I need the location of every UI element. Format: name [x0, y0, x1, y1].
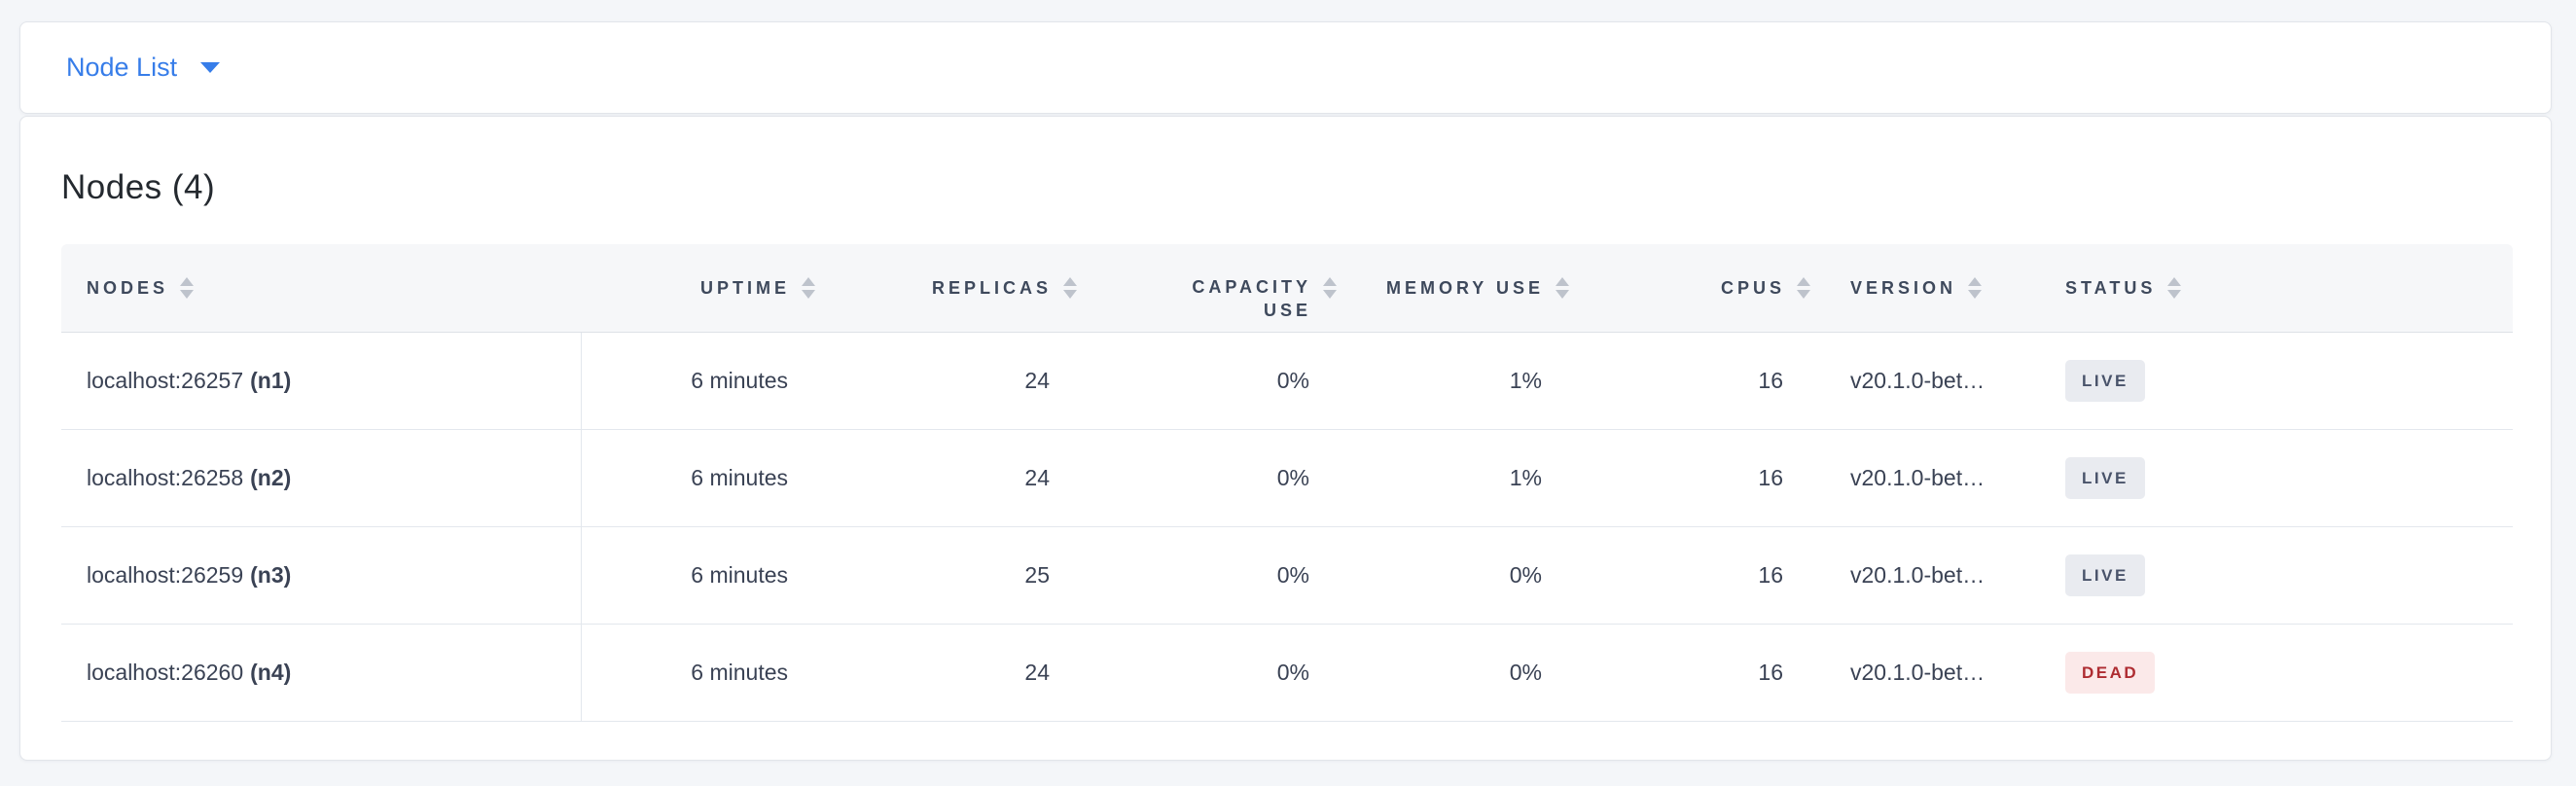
column-header-uptime-label: UPTIME [699, 277, 790, 298]
node-id: (n2) [250, 465, 292, 490]
sort-icon[interactable] [2167, 277, 2182, 299]
view-selector-bar: Node List [19, 21, 2552, 114]
node-address-link[interactable]: localhost:26259 [87, 562, 244, 588]
uptime-cell: 6 minutes [582, 333, 823, 430]
sort-icon[interactable] [1797, 277, 1810, 299]
cpus-cell: 16 [1577, 333, 1818, 430]
column-header-version[interactable]: VERSION [1818, 244, 2033, 333]
column-header-version-label: VERSION [1850, 277, 1957, 298]
memory-use-cell: 1% [1344, 430, 1577, 527]
column-header-status-label: STATUS [2065, 277, 2157, 298]
node-address-cell: localhost:26260 (n4) [61, 625, 582, 722]
column-header-nodes[interactable]: NODES [61, 244, 582, 333]
replicas-cell: 24 [823, 625, 1085, 722]
node-list-dropdown[interactable]: Node List [20, 53, 221, 82]
table-header-row: NODES UPTIME REPLICAS [61, 244, 2513, 333]
table-row[interactable]: localhost:26260 (n4) 6 minutes 24 0% 0% 1… [61, 625, 2513, 722]
sort-icon[interactable] [1968, 277, 1983, 299]
nodes-panel: Nodes (4) NODES [19, 116, 2552, 761]
column-header-uptime[interactable]: UPTIME [582, 244, 823, 333]
status-badge: LIVE [2065, 457, 2145, 499]
table-row[interactable]: localhost:26259 (n3) 6 minutes 25 0% 0% 1… [61, 527, 2513, 625]
status-badge: DEAD [2065, 652, 2156, 694]
uptime-cell: 6 minutes [582, 625, 823, 722]
replicas-cell: 25 [823, 527, 1085, 625]
sort-icon[interactable] [1323, 276, 1337, 299]
cpus-cell: 16 [1577, 625, 1818, 722]
node-address-cell: localhost:26258 (n2) [61, 430, 582, 527]
column-header-memory-use[interactable]: MEMORY USE [1344, 244, 1577, 333]
column-header-capacity-use[interactable]: CAPACITY USE [1085, 244, 1344, 333]
cpus-cell: 16 [1577, 430, 1818, 527]
table-row[interactable]: localhost:26258 (n2) 6 minutes 24 0% 1% 1… [61, 430, 2513, 527]
memory-use-cell: 1% [1344, 333, 1577, 430]
version-cell: v20.1.0-bet… [1818, 333, 2033, 430]
version-cell: v20.1.0-bet… [1818, 527, 2033, 625]
column-header-replicas-label: REPLICAS [931, 277, 1052, 298]
replicas-cell: 24 [823, 430, 1085, 527]
node-id: (n3) [250, 562, 292, 588]
node-address-link[interactable]: localhost:26257 [87, 368, 244, 393]
node-id: (n1) [250, 368, 292, 393]
column-header-capacity-line2: USE [1263, 300, 1311, 320]
capacity-use-cell: 0% [1085, 430, 1344, 527]
cpus-cell: 16 [1577, 527, 1818, 625]
column-header-memory-use-label: MEMORY USE [1385, 277, 1544, 298]
sort-icon[interactable] [802, 277, 815, 299]
table-row[interactable]: localhost:26257 (n1) 6 minutes 24 0% 1% 1… [61, 333, 2513, 430]
node-address-link[interactable]: localhost:26258 [87, 465, 244, 490]
uptime-cell: 6 minutes [582, 527, 823, 625]
column-header-status[interactable]: STATUS [2033, 244, 2513, 333]
uptime-cell: 6 minutes [582, 430, 823, 527]
status-cell: LIVE [2033, 430, 2513, 527]
capacity-use-cell: 0% [1085, 527, 1344, 625]
version-cell: v20.1.0-bet… [1818, 430, 2033, 527]
column-header-cpus[interactable]: CPUS [1577, 244, 1818, 333]
memory-use-cell: 0% [1344, 625, 1577, 722]
column-header-nodes-label: NODES [87, 277, 169, 298]
sort-icon[interactable] [1063, 277, 1077, 299]
node-id: (n4) [250, 660, 292, 685]
sort-icon[interactable] [180, 277, 195, 299]
caret-down-icon [200, 62, 221, 73]
sort-icon[interactable] [1556, 277, 1569, 299]
nodes-table: NODES UPTIME REPLICAS [61, 244, 2513, 722]
node-address-cell: localhost:26259 (n3) [61, 527, 582, 625]
version-cell: v20.1.0-bet… [1818, 625, 2033, 722]
column-header-cpus-label: CPUS [1720, 277, 1785, 298]
status-badge: LIVE [2065, 360, 2145, 402]
status-cell: DEAD [2033, 625, 2513, 722]
status-cell: LIVE [2033, 527, 2513, 625]
node-list-dropdown-label: Node List [66, 53, 178, 82]
node-address-cell: localhost:26257 (n1) [61, 333, 582, 430]
page-title: Nodes (4) [61, 168, 216, 206]
column-header-capacity-line1: CAPACITY [1192, 276, 1311, 297]
replicas-cell: 24 [823, 333, 1085, 430]
capacity-use-cell: 0% [1085, 333, 1344, 430]
capacity-use-cell: 0% [1085, 625, 1344, 722]
status-badge: LIVE [2065, 554, 2145, 596]
memory-use-cell: 0% [1344, 527, 1577, 625]
status-cell: LIVE [2033, 333, 2513, 430]
column-header-replicas[interactable]: REPLICAS [823, 244, 1085, 333]
node-address-link[interactable]: localhost:26260 [87, 660, 244, 685]
